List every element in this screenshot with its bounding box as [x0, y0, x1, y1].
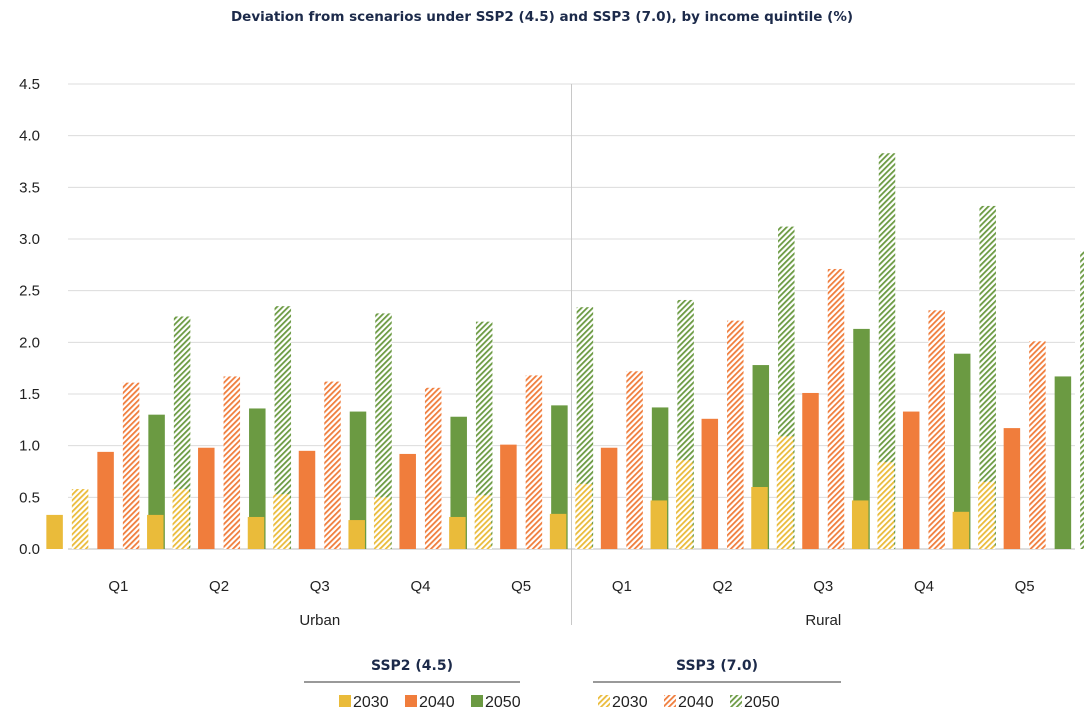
- x-group-label: Rural: [805, 612, 841, 629]
- bar-rural-q2-2030-ssp2: [650, 500, 668, 549]
- bar-rural-q4-2030-ssp3: [877, 462, 894, 549]
- bar-urban-q5-2030-ssp3: [474, 495, 492, 549]
- bar-urban-q5-2050-ssp2: [551, 405, 568, 549]
- bar-rural-q5-2030-ssp3: [978, 481, 995, 549]
- bar-rural-q5-2030-ssp2: [952, 511, 970, 549]
- bar-urban-q3-2030-ssp2: [247, 516, 265, 549]
- legend-swatch: [339, 695, 351, 707]
- bar-rural-q4-2040-ssp2: [902, 411, 920, 549]
- bar-urban-q1-2030-ssp2: [46, 514, 63, 549]
- x-category-label: Q2: [713, 578, 733, 595]
- bar-rural-q4-2040-ssp3: [928, 310, 945, 549]
- legend-label: 2030: [353, 694, 389, 711]
- bar-rural-q5-2040-ssp3: [1029, 341, 1046, 549]
- bar-rural-q3-2030-ssp3: [776, 436, 794, 549]
- bar-rural-q3-2050-ssp2: [853, 328, 870, 549]
- legend-title: SSP2 (4.5): [371, 658, 453, 674]
- bar-urban-q4-2040-ssp3: [424, 387, 442, 549]
- legend-swatch: [598, 695, 610, 707]
- bar-rural-q4-2030-ssp2: [851, 500, 869, 549]
- y-tick-label: 0.0: [19, 541, 40, 558]
- x-category-label: Q5: [1015, 578, 1035, 595]
- x-category-label: Q1: [612, 578, 632, 595]
- legend: SSP2 (4.5) 2030 2040 2050 SSP3 (7.0) 2030 2040…: [304, 658, 841, 711]
- y-tick-label: 3.0: [19, 231, 40, 248]
- bar-urban-q5-2040-ssp2: [500, 444, 517, 549]
- bar-rural-q5-2050-ssp3: [1080, 251, 1084, 549]
- bar-urban-q2-2050-ssp2: [249, 408, 266, 549]
- bar-urban-q4-2050-ssp2: [450, 416, 467, 549]
- y-tick-label: 3.5: [19, 179, 40, 196]
- x-category-label: Q2: [209, 578, 229, 595]
- y-tick-label: 1.0: [19, 438, 40, 455]
- gridlines: [68, 83, 1075, 625]
- bar-urban-q3-2050-ssp3: [375, 313, 392, 549]
- bar-urban-q1-2030-ssp3: [71, 489, 89, 549]
- bar-rural-q1-2030-ssp3: [575, 483, 592, 549]
- x-group-label: Urban: [299, 612, 340, 629]
- legend-swatch: [664, 695, 676, 707]
- legend-label: 2030: [612, 694, 648, 711]
- bar-rural-q4-2050-ssp3: [979, 205, 996, 549]
- bar-urban-q2-2050-ssp3: [274, 306, 292, 549]
- bar-urban-q2-2030-ssp2: [147, 514, 164, 549]
- y-axis-ticks: 0.0 0.5 1.0 1.5 2.0 2.5 3.0 3.5 4.0 4.5: [19, 76, 40, 558]
- bar-rural-q1-2040-ssp2: [600, 447, 618, 549]
- bar-urban-q2-2030-ssp3: [172, 489, 190, 549]
- bar-urban-q3-2040-ssp3: [324, 381, 341, 549]
- y-tick-label: 4.5: [19, 76, 40, 93]
- y-tick-label: 2.0: [19, 334, 40, 351]
- x-category-label: Q4: [914, 578, 934, 595]
- bar-urban-q4-2040-ssp2: [399, 453, 416, 549]
- x-category-label: Q1: [108, 578, 128, 595]
- bar-urban-q1-2040-ssp2: [97, 451, 114, 549]
- legend-label: 2040: [419, 694, 455, 711]
- bar-urban-q4-2030-ssp3: [373, 497, 391, 549]
- bar-urban-q3-2050-ssp2: [349, 411, 367, 549]
- y-tick-label: 1.5: [19, 386, 40, 403]
- bar-rural-q3-2040-ssp2: [802, 392, 819, 549]
- legend-swatch: [405, 695, 417, 707]
- bar-urban-q5-2040-ssp3: [525, 375, 543, 549]
- bar-rural-q2-2040-ssp3: [727, 320, 744, 549]
- x-category-label: Q5: [511, 578, 531, 595]
- bar-rural-q3-2040-ssp3: [827, 268, 845, 549]
- bar-urban-q4-2030-ssp2: [348, 520, 365, 549]
- legend-title: SSP3 (7.0): [676, 658, 758, 674]
- bar-urban-q2-2040-ssp3: [223, 376, 241, 549]
- bar-rural-q4-2050-ssp2: [953, 353, 971, 549]
- bars: [46, 153, 1084, 549]
- bar-rural-q5-2040-ssp2: [1003, 428, 1021, 549]
- bar-urban-q1-2040-ssp3: [122, 382, 140, 549]
- legend-swatch: [471, 695, 483, 707]
- x-category-label: Q4: [410, 578, 430, 595]
- bar-urban-q2-2040-ssp2: [198, 447, 215, 549]
- bar-rural-q3-2050-ssp3: [878, 153, 896, 549]
- y-tick-label: 0.5: [19, 489, 40, 506]
- x-category-label: Q3: [310, 578, 330, 595]
- x-category-label: Q3: [813, 578, 833, 595]
- bar-rural-q5-2050-ssp2: [1054, 376, 1072, 549]
- legend-label: 2050: [485, 694, 521, 711]
- bar-rural-q2-2030-ssp3: [676, 460, 693, 549]
- bar-rural-q2-2040-ssp2: [701, 418, 719, 549]
- bar-urban-q3-2040-ssp2: [298, 450, 316, 549]
- bar-urban-q4-2050-ssp3: [475, 321, 493, 549]
- bar-rural-q3-2030-ssp2: [751, 487, 768, 549]
- legend-label: 2050: [744, 694, 780, 711]
- y-tick-label: 2.5: [19, 283, 40, 300]
- chart-title: Deviation from scenarios under SSP2 (4.5…: [231, 9, 853, 25]
- bar-urban-q3-2030-ssp3: [273, 494, 290, 549]
- bar-rural-q1-2040-ssp3: [626, 371, 643, 549]
- bar-urban-q5-2030-ssp2: [449, 516, 466, 549]
- legend-label: 2040: [678, 694, 714, 711]
- y-tick-label: 4.0: [19, 128, 40, 145]
- bar-rural-q1-2030-ssp2: [549, 513, 567, 549]
- legend-swatch: [730, 695, 742, 707]
- x-axis-labels: Q1 Q2 Q3 Q4 Q5 Urban Q1 Q2 Q3 Q4 Q5 Rural: [108, 578, 1034, 629]
